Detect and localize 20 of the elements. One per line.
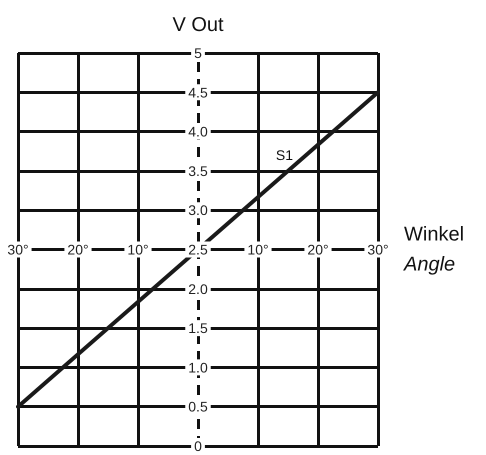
y-axis-title: V Out: [172, 14, 224, 36]
x-axis-title: Winkel Angle: [403, 224, 464, 276]
y-tick-label: 3.0: [188, 202, 208, 218]
y-tick-label: 5: [194, 45, 202, 61]
y-tick-label: 1.5: [188, 320, 208, 336]
x-tick-label: 10°: [247, 242, 269, 258]
y-tick-label: 4.5: [188, 84, 208, 100]
x-tick-label: 20°: [307, 242, 329, 258]
y-tick-label: 4.0: [188, 124, 208, 140]
x-tick-label: 30°: [7, 242, 29, 258]
y-tick-label: 1.0: [188, 359, 208, 376]
y-tick-label: 0: [194, 438, 202, 454]
series-label: S1: [276, 147, 294, 164]
y-tick-label: 3.5: [188, 162, 208, 179]
x-tick-label: 30°: [367, 242, 389, 258]
y-tick-label: 0.5: [188, 398, 208, 415]
y-tick-label: 2.0: [188, 280, 208, 297]
x-tick-label: 20°: [67, 242, 89, 258]
y-tick-label: 2.5: [188, 242, 208, 258]
x-tick-label: 10°: [127, 242, 149, 258]
